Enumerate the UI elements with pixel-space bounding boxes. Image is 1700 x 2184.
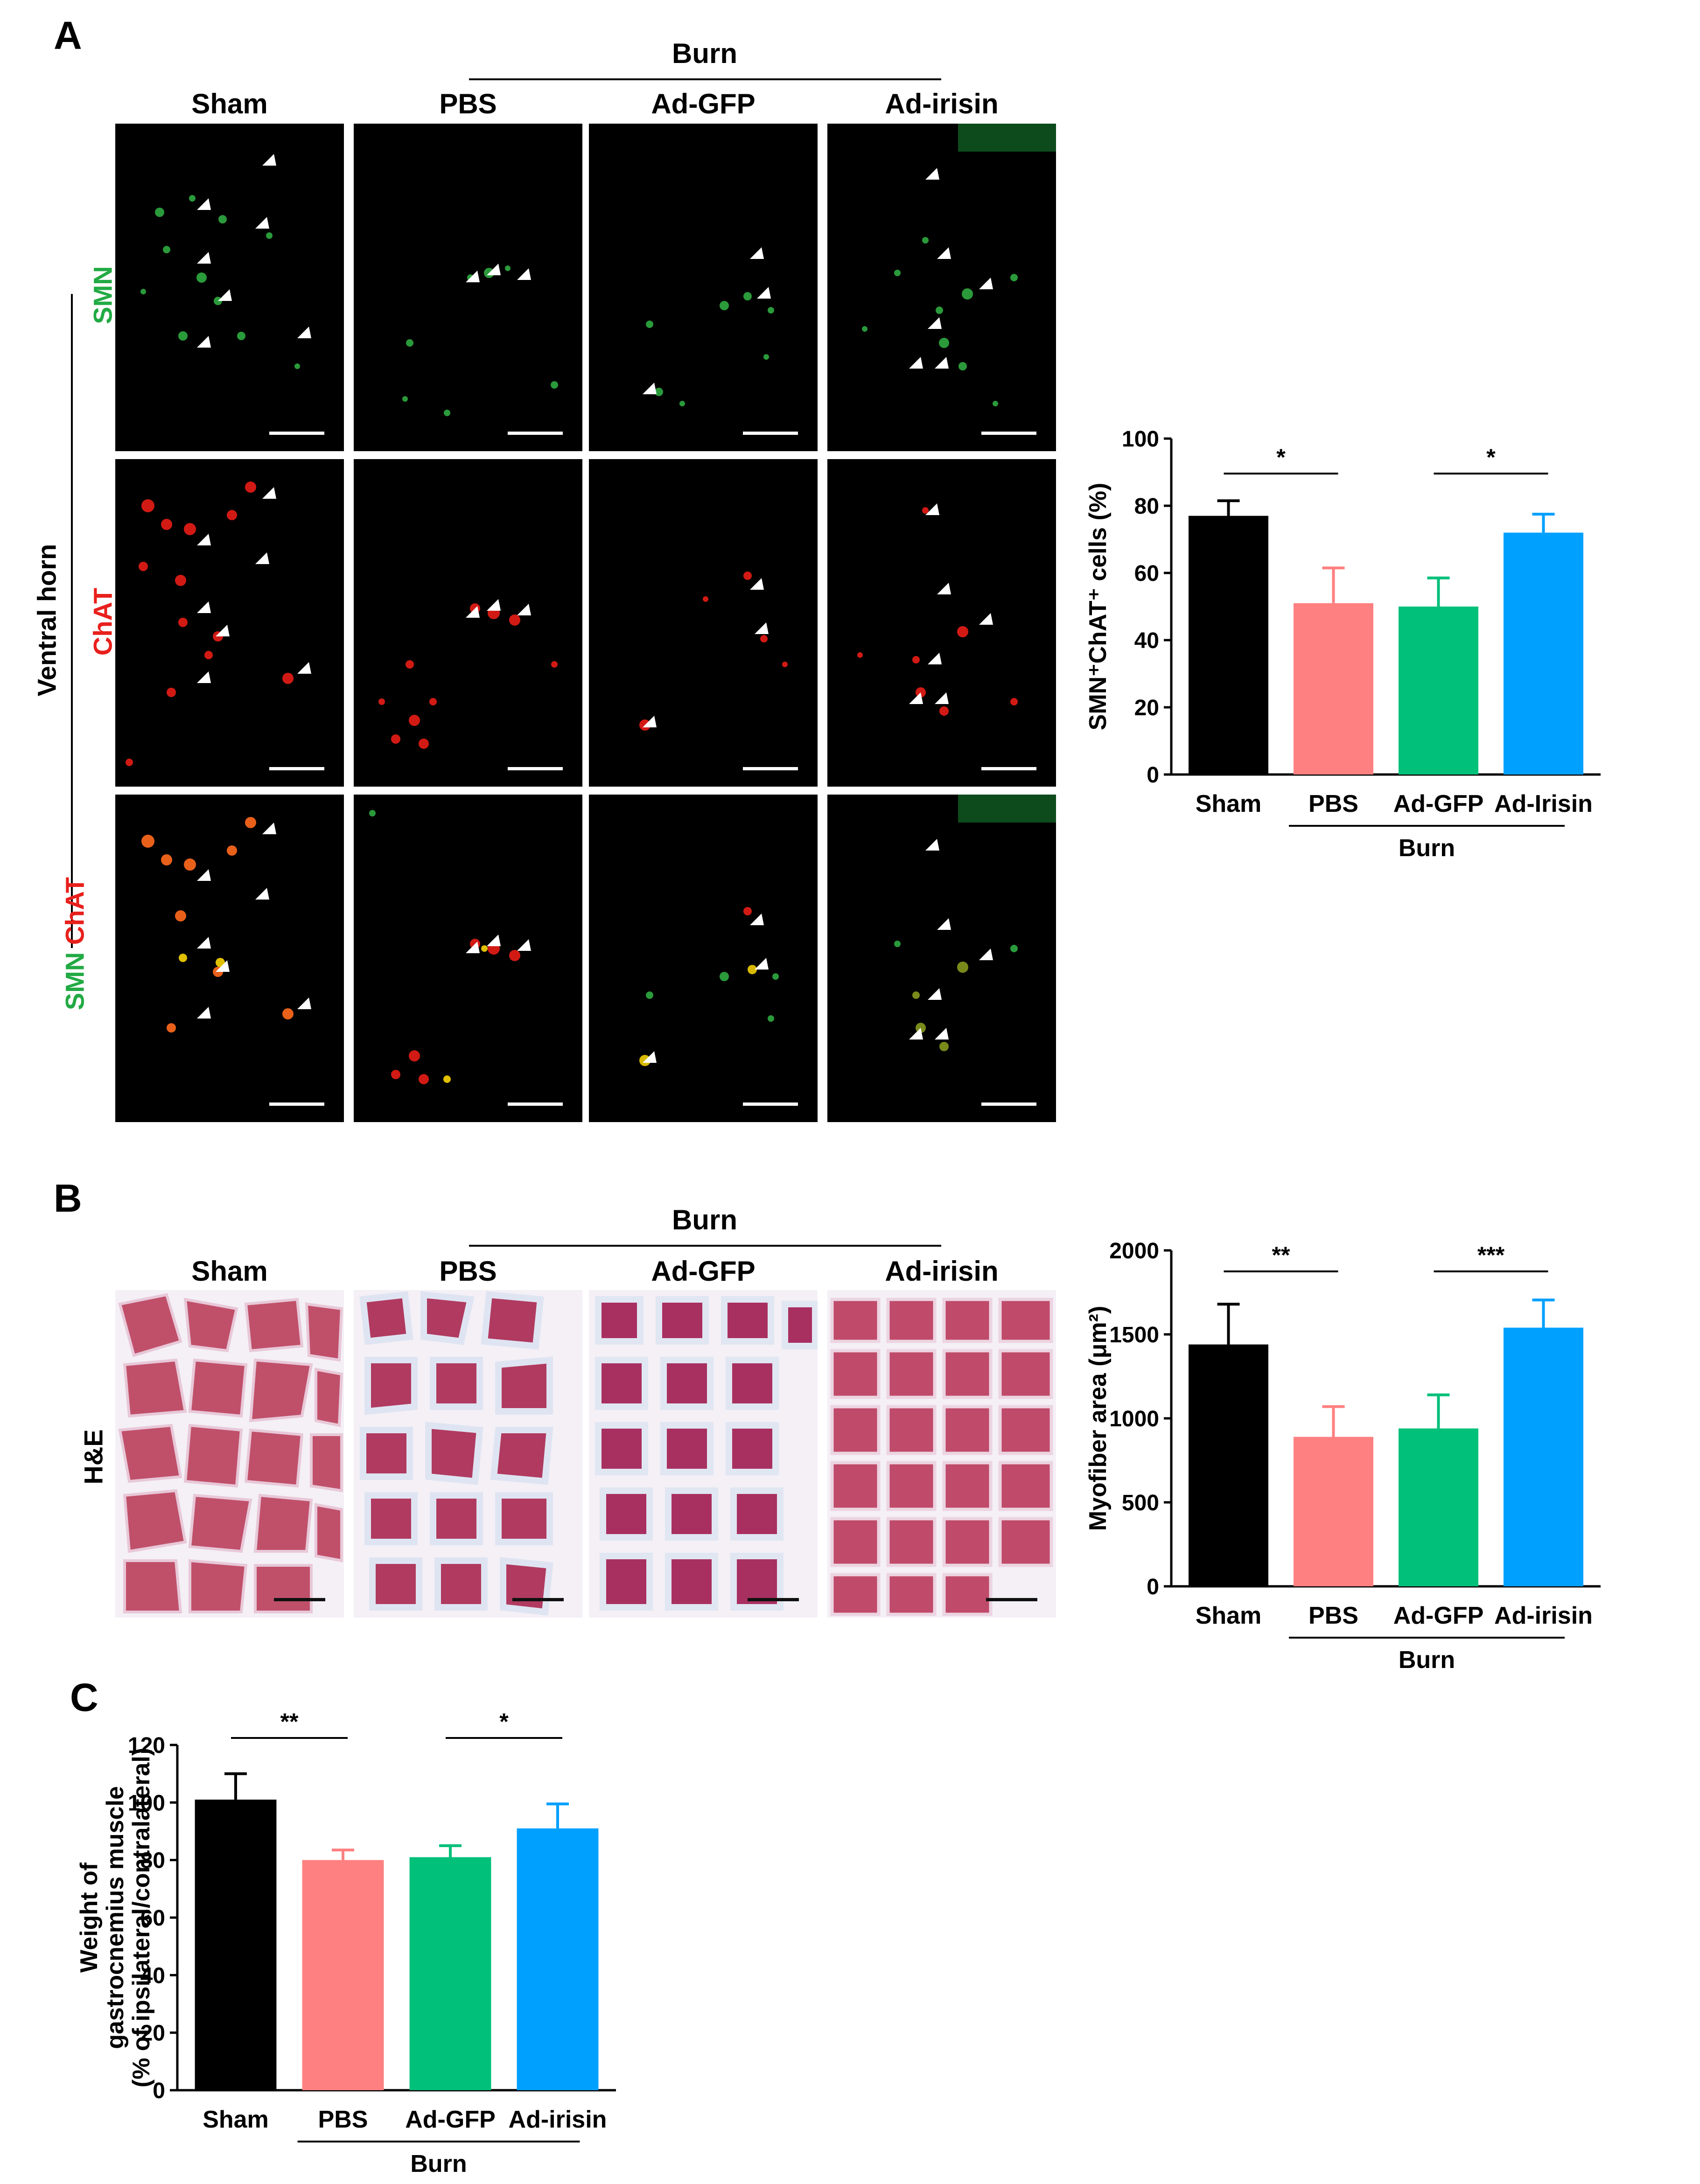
micro-chat-sham [115, 459, 344, 787]
y-tick-label: 120 [128, 1733, 165, 1758]
x-tick-label: Ad-irisin [509, 2106, 607, 2133]
burn-group-label: Burn [1399, 1647, 1455, 1670]
x-tick-label: Ad-irisin [1494, 1602, 1593, 1629]
bar-ad-irisin [517, 1828, 599, 2090]
significance-label: ** [280, 1709, 299, 1735]
panel-a-header-adgfp: Ad-GFP [651, 88, 756, 119]
row-label-merge-chat: ChAT [60, 877, 90, 945]
panel-a-header-pbs: PBS [439, 88, 497, 119]
micro-chat-adirisin [827, 459, 1056, 787]
y-tick-label: 500 [1122, 1491, 1159, 1515]
x-tick-label: PBS [1308, 1602, 1358, 1629]
micro-smn-sham [115, 124, 344, 451]
bar-sham [1189, 1344, 1268, 1586]
y-axis-label: SMN⁺ChAT⁺ cells (%) [1084, 483, 1112, 731]
y-axis-label: Weight of [76, 1862, 103, 1973]
significance-label: ** [1272, 1242, 1290, 1268]
panel-a-header-adirisin: Ad-irisin [885, 88, 999, 119]
y-tick-label: 1500 [1109, 1323, 1159, 1347]
micro-smn-adirisin [827, 124, 1056, 451]
bar-pbs [302, 1860, 384, 2090]
row-label-chat: ChAT [88, 587, 118, 656]
chart-a: 0 20 40 60 80 100 Sham PBS Ad-GFP Ad-Irisin Burn * *… [1084, 427, 1601, 862]
chart-c: 0 20 40 60 80 100 120 Sham PBS Ad-GFP Ad-irisin Bur… [76, 1709, 616, 2177]
panel-b-burn-label: Burn [672, 1204, 737, 1235]
ventral-horn-label: Ventral horn [32, 544, 62, 697]
micro-smn-adgfp [589, 124, 818, 451]
row-label-merge: SMN ChAT [60, 860, 90, 1028]
x-tick-label: Sham [1196, 1602, 1262, 1629]
panel-a-header-sham: Sham [191, 88, 268, 119]
micro-merge-adgfp [589, 795, 818, 1122]
panel-b-burn-line [469, 1245, 941, 1247]
micro-smn-pbs [354, 124, 582, 451]
bar-sham [1189, 516, 1268, 775]
row-label-merge-smn: SMN [60, 952, 90, 1011]
he-adirisin [827, 1290, 1056, 1618]
micro-chat-adgfp [589, 459, 818, 787]
panel-b-letter: B [54, 1176, 82, 1220]
micro-chat-pbs [354, 459, 582, 787]
significance-label: * [1276, 444, 1286, 470]
significance-label: * [1486, 444, 1496, 470]
bar-ad-gfp [1399, 607, 1478, 775]
bar-pbs [1294, 1437, 1373, 1586]
bar-pbs [1294, 603, 1373, 775]
y-tick-label: 40 [140, 1963, 165, 1988]
micro-merge-adirisin [827, 795, 1056, 1122]
micro-merge-sham [115, 795, 344, 1122]
bar-ad-gfp [1399, 1428, 1478, 1586]
y-tick-label: 60 [1134, 561, 1159, 586]
he-adgfp [589, 1290, 818, 1618]
y-tick-label: 1000 [1109, 1407, 1159, 1431]
y-tick-label: 2000 [1109, 1239, 1159, 1263]
y-axis-label: (% of ipsilateral/contralateral) [128, 1748, 155, 2087]
micro-merge-pbs [354, 795, 582, 1122]
x-tick-label: PBS [1308, 790, 1358, 817]
panel-a-burn-line [469, 78, 941, 80]
significance-label: *** [1477, 1242, 1505, 1268]
bar-ad-gfp [409, 1857, 491, 2090]
burn-group-label: Burn [1399, 835, 1455, 862]
panel-a-letter: A [54, 14, 82, 57]
y-tick-label: 0 [153, 2079, 165, 2103]
x-tick-label: Sham [1196, 790, 1262, 817]
y-tick-label: 20 [140, 2021, 165, 2046]
he-pbs [354, 1290, 582, 1618]
y-tick-label: 0 [1147, 1575, 1159, 1599]
panel-b-header-adirisin: Ad-irisin [885, 1256, 999, 1287]
x-tick-label: PBS [318, 2106, 368, 2133]
y-tick-label: 100 [128, 1791, 165, 1815]
ventral-horn-line [71, 294, 73, 948]
y-tick-label: 100 [1122, 427, 1159, 452]
panel-b-header-adgfp: Ad-GFP [651, 1256, 756, 1287]
y-tick-label: 80 [140, 1849, 165, 1873]
y-tick-label: 20 [1134, 696, 1159, 720]
bar-ad-irisin [1504, 532, 1583, 775]
x-tick-label: Sham [203, 2106, 269, 2133]
significance-label: * [499, 1709, 509, 1735]
burn-group-label: Burn [410, 2150, 467, 2177]
y-tick-label: 60 [140, 1906, 165, 1931]
bar-sham [195, 1800, 277, 2090]
y-tick-label: 0 [1147, 763, 1159, 788]
y-tick-label: 40 [1134, 628, 1159, 653]
y-axis-label: gastrocnemius muscle [102, 1786, 129, 2049]
x-tick-label: Ad-GFP [1393, 1602, 1484, 1629]
bar-ad-irisin [1504, 1327, 1583, 1586]
y-axis-label: Myofiber area (μm²) [1084, 1306, 1112, 1531]
chart-b: 0 500 1000 1500 2000 Sham PBS Ad-GFP Ad-irisin Bu… [1084, 1239, 1601, 1670]
panel-b-header-sham: Sham [191, 1256, 268, 1287]
he-sham [115, 1290, 344, 1618]
row-label-he: H&E [78, 1429, 108, 1485]
panel-a-burn-label: Burn [672, 38, 737, 69]
panel-c-letter: C [70, 1675, 98, 1719]
x-tick-label: Ad-Irisin [1494, 790, 1593, 817]
x-tick-label: Ad-GFP [405, 2106, 496, 2133]
row-label-smn: SMN [88, 266, 118, 324]
y-tick-label: 80 [1134, 494, 1159, 519]
panel-b-header-pbs: PBS [439, 1256, 497, 1287]
x-tick-label: Ad-GFP [1393, 790, 1484, 817]
